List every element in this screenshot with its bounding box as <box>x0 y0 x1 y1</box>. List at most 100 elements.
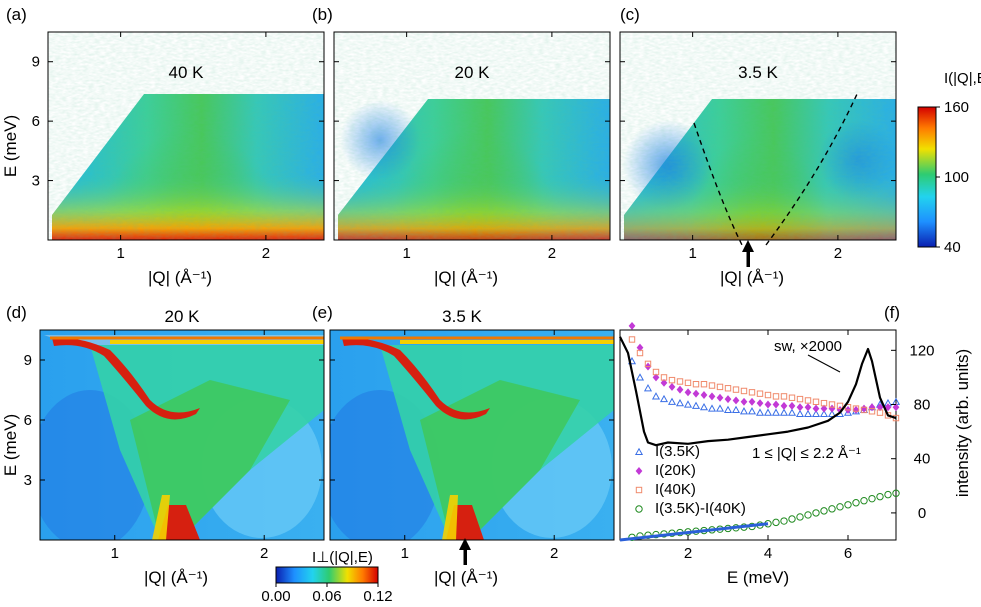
q-marker-arrow <box>742 240 754 252</box>
data-point <box>796 513 804 521</box>
panel-letter: (f) <box>884 303 900 322</box>
data-point <box>828 404 836 413</box>
data-point <box>668 382 676 391</box>
x-tick-label: 1 <box>401 545 409 562</box>
y-tick-label: 3 <box>32 173 40 190</box>
data-point <box>748 389 756 396</box>
data-point <box>716 393 724 402</box>
colorbar-tick-label: 40 <box>944 239 961 256</box>
data-point <box>780 401 788 410</box>
heatmap-d <box>40 330 324 540</box>
data-point <box>660 374 668 381</box>
axes-frame <box>47 31 325 241</box>
data-point <box>643 384 653 392</box>
data-point <box>852 405 860 412</box>
y-axis-label: E (meV) <box>1 414 20 476</box>
data-point <box>764 400 772 409</box>
x-tick-label: 4 <box>764 545 772 562</box>
x-tick-label: 1 <box>688 245 696 262</box>
x-tick-label: 2 <box>260 545 268 562</box>
temperature-label: 40 K <box>169 63 205 82</box>
x-axis-label: |Q| (Å⁻¹) <box>720 268 784 287</box>
x-axis-label: |Q| (Å⁻¹) <box>434 568 498 587</box>
q-marker-arrow-stem <box>746 252 750 267</box>
dispersion-dashed-line-right <box>765 91 859 246</box>
data-point <box>844 501 852 509</box>
panel-c: (c) 3.5 K <box>619 5 897 267</box>
x-axis-label: |Q| (Å⁻¹) <box>148 268 212 287</box>
data-point <box>740 387 748 395</box>
temperature-label: 3.5 K <box>442 307 482 326</box>
colorbar-tick-label: 100 <box>944 169 969 186</box>
x-tick-label: 2 <box>684 545 692 562</box>
series-line-sw-2000 <box>619 336 897 447</box>
data-point <box>708 392 716 401</box>
data-point <box>820 507 828 515</box>
heatmap-c <box>620 32 896 240</box>
data-point <box>763 408 773 416</box>
data-point <box>635 373 645 381</box>
data-point <box>708 382 716 389</box>
q-marker-arrow-stem <box>463 550 467 565</box>
data-point <box>787 408 797 416</box>
axes-frame <box>619 31 897 241</box>
data-point <box>827 409 837 418</box>
heatmap-b <box>334 32 610 240</box>
data-point <box>804 397 812 404</box>
legend-label: I(20K) <box>655 462 696 479</box>
colorbar-top: I(|Q|,E) <box>917 70 981 248</box>
data-point <box>692 380 700 388</box>
data-point <box>628 321 636 330</box>
data-point <box>788 394 796 401</box>
colorbar-tick-label: 0.12 <box>363 588 392 605</box>
data-point <box>691 401 701 409</box>
y-tick-label: 3 <box>24 472 32 489</box>
x-tick-label: 2 <box>550 545 558 562</box>
legend-marker <box>634 447 644 456</box>
data-point <box>660 378 668 387</box>
data-point <box>772 518 780 527</box>
data-point <box>700 391 708 400</box>
data-point <box>788 515 796 523</box>
data-point <box>756 390 764 397</box>
data-point <box>828 505 836 513</box>
panel-e: (e) 3.5 K <box>312 303 615 565</box>
y-tick-label: 40 <box>914 451 931 468</box>
data-point <box>636 349 644 357</box>
panel-letter: (e) <box>312 303 333 322</box>
data-point <box>876 409 884 416</box>
data-point <box>667 397 677 405</box>
y-tick-label: 6 <box>24 412 32 429</box>
data-point <box>748 397 756 406</box>
data-point <box>739 407 749 415</box>
heatmap-e <box>330 330 614 540</box>
panel-letter: (d) <box>6 303 27 322</box>
data-point <box>804 403 812 412</box>
legend-label: I(3.5K) <box>655 443 700 460</box>
data-point <box>700 380 708 388</box>
data-point <box>820 399 828 407</box>
plot-area <box>619 321 901 542</box>
colorbar-tick-label: 160 <box>944 99 969 116</box>
data-point <box>756 399 764 408</box>
colorbar-gradient <box>275 566 379 584</box>
data-point <box>860 497 868 505</box>
legend-marker <box>635 486 643 494</box>
temperature-label: 20 K <box>165 307 201 326</box>
legend: I(3.5K) I(20K) I(40K) I(3.5K)-I(40K) <box>634 443 746 517</box>
data-point <box>747 407 757 415</box>
axes-frame <box>333 31 611 241</box>
data-point <box>812 404 820 413</box>
data-point <box>843 408 853 416</box>
data-point <box>819 409 829 418</box>
y-tick-label: 9 <box>24 352 32 369</box>
data-point <box>860 406 868 414</box>
axes-frame <box>39 329 325 541</box>
x-tick-label: 2 <box>262 245 270 262</box>
y-tick-label: 6 <box>32 113 40 130</box>
data-point <box>675 398 685 407</box>
data-point <box>692 389 700 398</box>
data-point <box>868 408 876 415</box>
y-axis-label: intensity (arb. units) <box>953 349 972 497</box>
